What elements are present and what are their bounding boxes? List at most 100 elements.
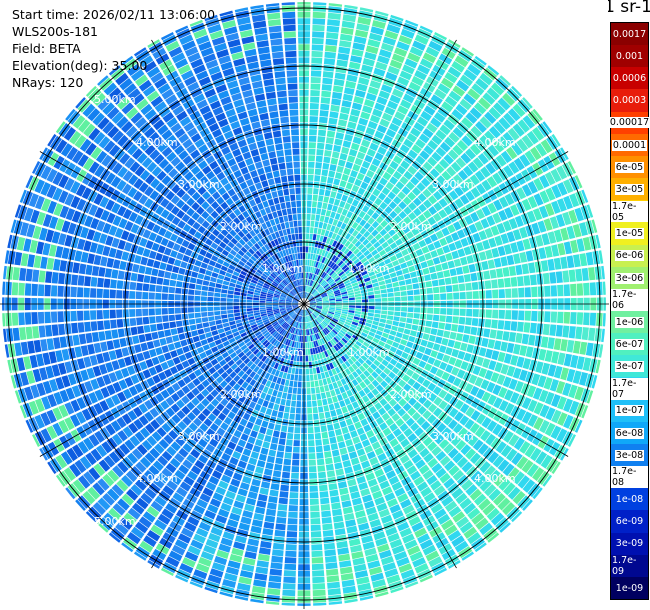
ray-gate (290, 374, 295, 381)
ray-gate (549, 272, 557, 284)
ray-gate (254, 403, 262, 412)
ray-gate (281, 602, 295, 606)
ray-gate (329, 246, 335, 253)
ray-gate (352, 229, 359, 237)
ray-gate (351, 346, 358, 353)
ray-gate (472, 291, 479, 299)
ray-gate (307, 342, 310, 349)
ray-gate (418, 464, 430, 475)
ray-gate (129, 291, 136, 299)
ray-gate (427, 307, 434, 314)
ray-gate (547, 258, 555, 271)
ray-gate (256, 500, 267, 508)
ray-gate (348, 235, 355, 243)
ray-gate (378, 322, 386, 328)
ray-gate (463, 502, 477, 515)
ray-gate (410, 470, 421, 481)
ray-gate (486, 381, 496, 393)
ray-gate (326, 349, 332, 356)
ray-gate (493, 397, 503, 409)
ray-gate (142, 316, 150, 325)
ray-gate (148, 308, 155, 316)
ray-gate (537, 286, 545, 297)
ray-gate (412, 217, 421, 227)
ray-gate (314, 292, 320, 297)
ray-gate (366, 319, 373, 324)
ray-gate (324, 327, 330, 333)
ray-gate (309, 300, 316, 303)
ray-gate (522, 115, 536, 129)
ray-gate (332, 508, 343, 517)
ray-gate (462, 226, 472, 237)
ray-gate (309, 315, 313, 321)
ray-gate (323, 405, 330, 412)
ray-gate (435, 467, 447, 479)
ray-gate (259, 307, 266, 310)
ray-gate (328, 170, 336, 178)
ray-gate (531, 373, 541, 386)
ray-gate (220, 306, 227, 311)
ray-gate (377, 146, 387, 156)
ray-gate (317, 332, 322, 339)
ray-gate (402, 267, 410, 275)
ray-gate (401, 296, 408, 301)
ray-gate (323, 319, 329, 325)
ray-gate (346, 351, 353, 358)
ray-gate (336, 301, 342, 303)
ray-gate (373, 348, 381, 355)
ray-gate (441, 227, 450, 237)
ray-gate (524, 287, 531, 298)
ray-gate (292, 459, 300, 466)
ray-gate (284, 563, 297, 571)
ray-gate (377, 55, 390, 65)
ray-gate (453, 292, 460, 300)
ray-gate (359, 286, 367, 291)
ray-gate (467, 63, 481, 76)
ray-gate (513, 157, 525, 171)
ray-gate (551, 409, 562, 424)
ray-gate (531, 222, 541, 235)
ray-gate (317, 269, 322, 276)
ray-gate (309, 305, 316, 308)
ray-gate (463, 325, 471, 334)
ray-gate (510, 204, 520, 216)
ray-gate (318, 123, 327, 130)
ray-gate (307, 272, 310, 279)
ray-gate (191, 271, 199, 278)
ray-gate (440, 293, 447, 300)
ray-gate (312, 274, 316, 281)
ray-gate (389, 346, 397, 353)
ray-gate (574, 207, 584, 222)
ray-gate (517, 475, 530, 489)
ray-gate (20, 341, 29, 355)
ray-gate (380, 220, 388, 228)
ray-gate (438, 389, 448, 399)
ray-gate (328, 295, 335, 298)
ray-gate (319, 116, 328, 124)
ray-gate (309, 259, 312, 266)
ray-gate (452, 452, 464, 464)
ray-gate (328, 279, 335, 285)
ray-gate (395, 349, 403, 356)
ray-gate (341, 173, 349, 182)
ray-gate (362, 273, 370, 279)
ray-gate (412, 557, 426, 568)
ray-gate (382, 171, 392, 181)
ray-gate (329, 301, 336, 304)
ray-gate (307, 308, 312, 314)
ray-gate (496, 374, 506, 386)
ray-gate (362, 105, 373, 114)
ray-gate (328, 601, 343, 606)
ray-gate (394, 264, 402, 272)
ray-gate (361, 308, 368, 313)
ray-gate (419, 447, 430, 458)
ray-gate (383, 367, 391, 375)
ray-gate (398, 210, 407, 220)
ray-gate (315, 308, 322, 311)
ray-gate (333, 256, 339, 263)
ray-gate (367, 383, 375, 391)
ray-gate (451, 366, 460, 376)
ray-gate (421, 354, 430, 362)
ray-gate (266, 301, 272, 303)
ray-gate (351, 199, 360, 207)
